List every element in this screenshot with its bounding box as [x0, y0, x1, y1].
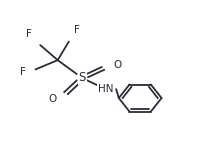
Text: HN: HN	[97, 84, 113, 94]
Text: O: O	[113, 60, 121, 70]
Text: F: F	[26, 29, 32, 39]
Text: O: O	[49, 94, 57, 104]
Text: F: F	[20, 67, 26, 77]
Text: F: F	[74, 25, 80, 35]
Text: S: S	[78, 71, 85, 84]
